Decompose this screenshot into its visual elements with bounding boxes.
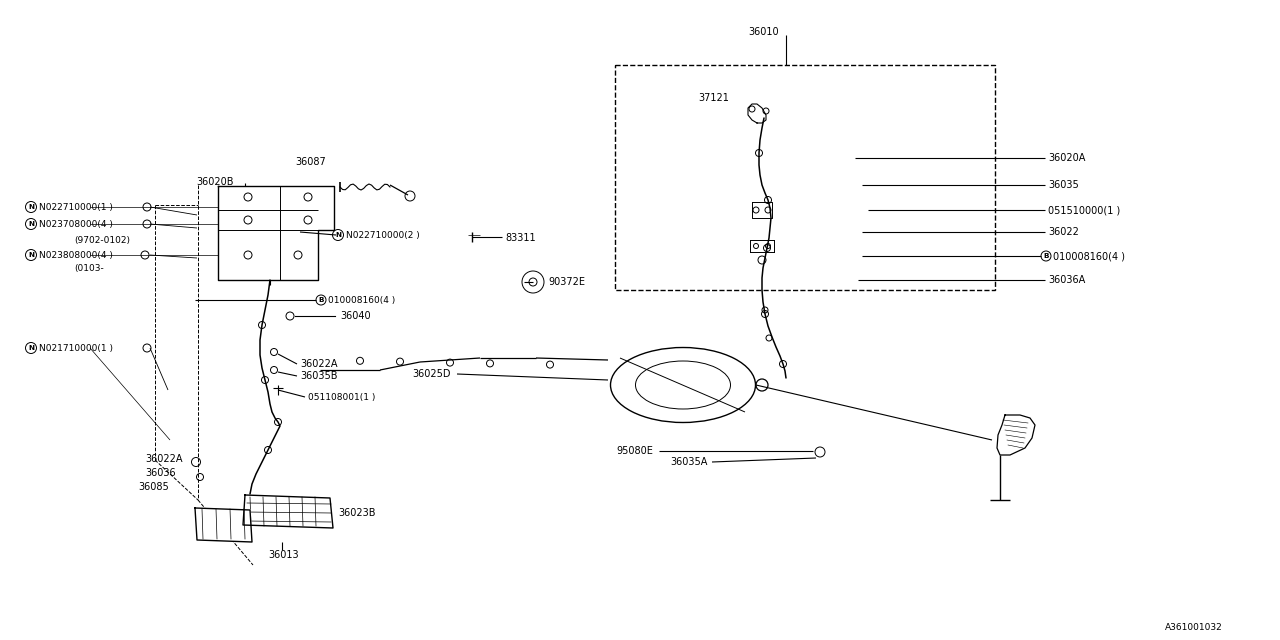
Text: B: B — [1043, 253, 1048, 259]
Text: 36085: 36085 — [138, 482, 169, 492]
Text: 95080E: 95080E — [616, 446, 653, 456]
Text: N: N — [28, 204, 35, 210]
Text: N022710000(1 ): N022710000(1 ) — [38, 202, 113, 211]
Text: (0103-: (0103- — [74, 264, 104, 273]
Text: 010008160(4 ): 010008160(4 ) — [1053, 251, 1125, 261]
Text: 36035B: 36035B — [300, 371, 338, 381]
Text: A361001032: A361001032 — [1165, 623, 1222, 632]
Text: N023708000(4 ): N023708000(4 ) — [38, 220, 113, 228]
Text: B: B — [319, 297, 324, 303]
Polygon shape — [997, 415, 1036, 455]
Text: 36013: 36013 — [268, 550, 298, 560]
Text: 36087: 36087 — [294, 157, 325, 167]
Text: 36022A: 36022A — [300, 359, 338, 369]
Text: 36040: 36040 — [340, 311, 371, 321]
Text: (9702-0102): (9702-0102) — [74, 236, 131, 244]
Text: 36022: 36022 — [1048, 227, 1079, 237]
Bar — [614, 65, 995, 290]
Text: 36010: 36010 — [749, 27, 780, 37]
Text: 051108001(1 ): 051108001(1 ) — [308, 392, 375, 401]
Text: N: N — [335, 232, 340, 238]
Text: N: N — [28, 345, 35, 351]
Text: 36035A: 36035A — [669, 457, 708, 467]
Text: 83311: 83311 — [506, 233, 535, 243]
Text: N022710000(2 ): N022710000(2 ) — [346, 230, 420, 239]
Text: 36036: 36036 — [145, 468, 175, 478]
Text: 36023B: 36023B — [338, 508, 375, 518]
Text: N: N — [28, 252, 35, 258]
Polygon shape — [243, 495, 333, 528]
Text: 010008160(4 ): 010008160(4 ) — [328, 296, 396, 305]
Text: 36020A: 36020A — [1048, 153, 1085, 163]
Polygon shape — [195, 508, 252, 542]
Text: 36036A: 36036A — [1048, 275, 1085, 285]
Text: 36020B: 36020B — [196, 177, 233, 187]
Text: 051510000(1 ): 051510000(1 ) — [1048, 205, 1120, 215]
Text: N: N — [28, 221, 35, 227]
Text: N021710000(1 ): N021710000(1 ) — [38, 344, 113, 353]
Text: 36022A: 36022A — [145, 454, 183, 464]
Text: 36035: 36035 — [1048, 180, 1079, 190]
Text: N023808000(4 ): N023808000(4 ) — [38, 250, 113, 259]
Text: 90372E: 90372E — [548, 277, 585, 287]
Text: 37121: 37121 — [699, 93, 730, 103]
Text: 36025D: 36025D — [412, 369, 451, 379]
